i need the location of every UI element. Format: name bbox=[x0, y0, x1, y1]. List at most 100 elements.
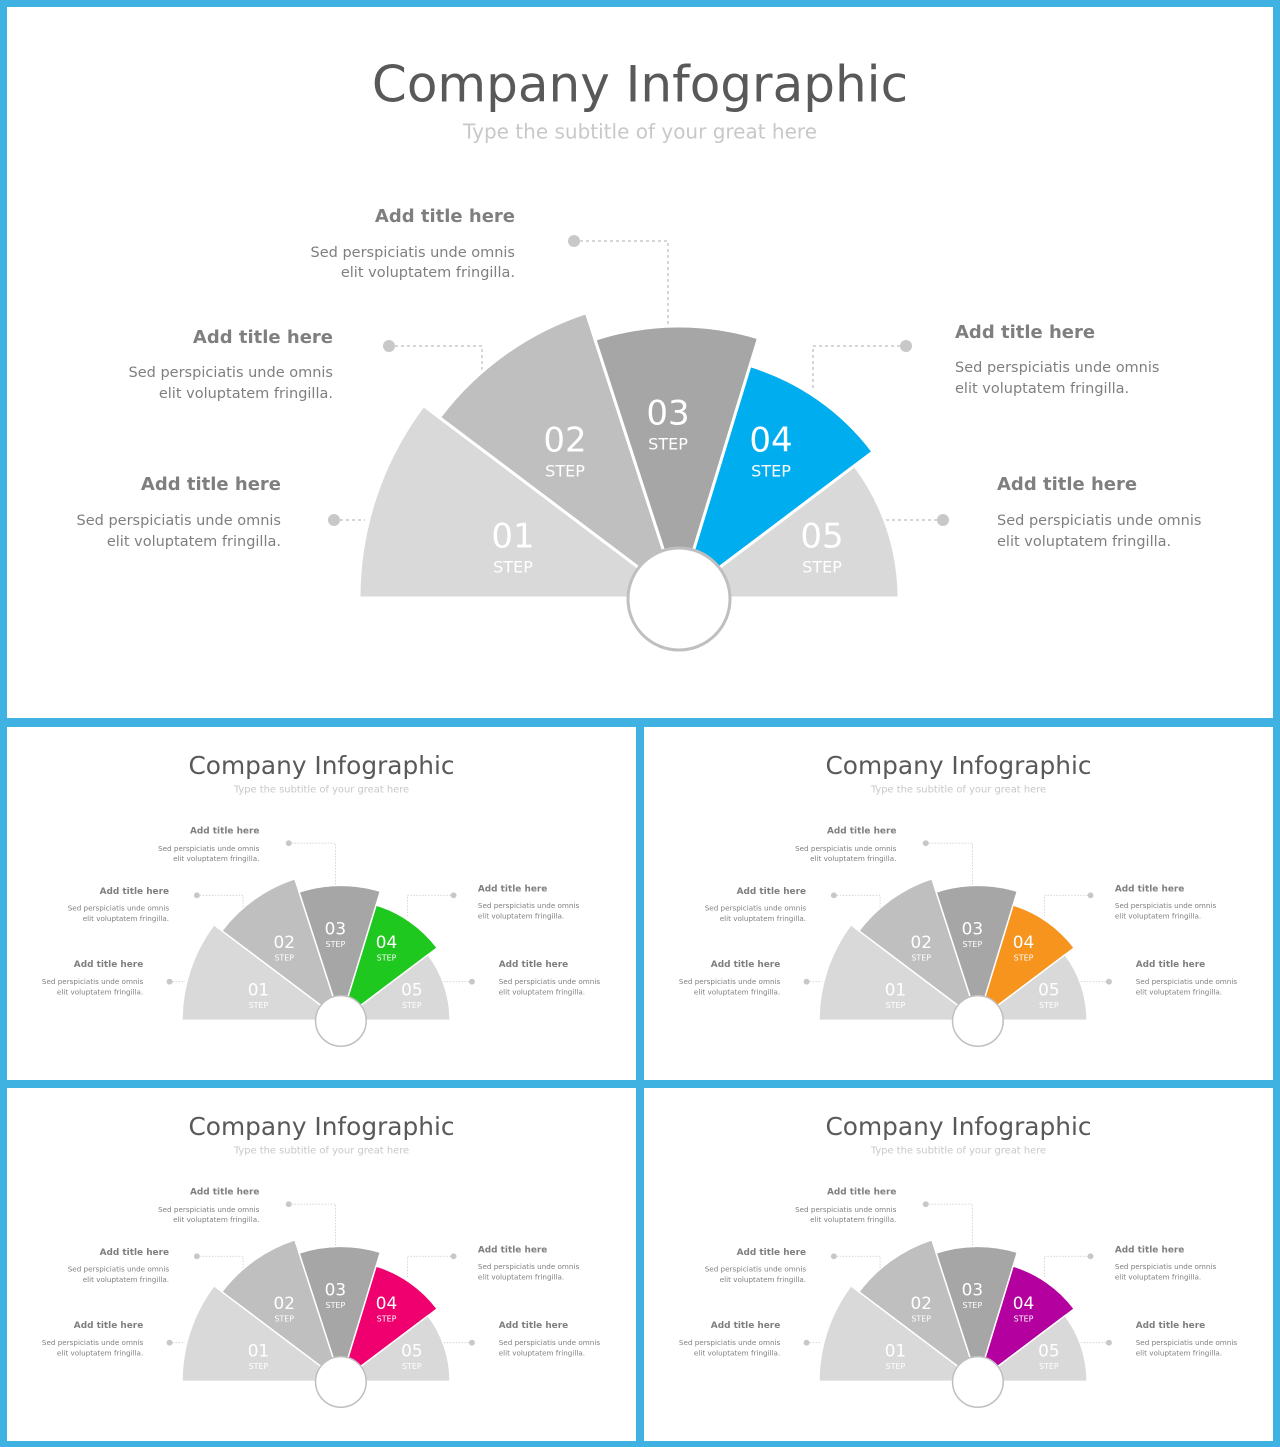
step-title: Add title here bbox=[375, 206, 515, 227]
step-text: Sed perspiciatis unde omnis bbox=[1136, 977, 1238, 986]
slide: Company Infographic Type the subtitle of … bbox=[7, 1088, 636, 1441]
step-title: Add title here bbox=[997, 474, 1137, 495]
step-label: STEP bbox=[249, 1001, 269, 1010]
slide-canvas: Company Infographic Type the subtitle of … bbox=[77, 56, 1201, 652]
step-number: 02 bbox=[911, 932, 932, 952]
step-text: elit voluptatem fringilla. bbox=[1136, 1349, 1222, 1358]
step-label: STEP bbox=[249, 1362, 269, 1371]
step-text: Sed perspiciatis unde omnis bbox=[955, 360, 1159, 376]
connector bbox=[812, 345, 906, 390]
step-title: Add title here bbox=[478, 884, 547, 894]
connector-dot bbox=[922, 840, 929, 847]
step-number: 01 bbox=[248, 1341, 269, 1361]
step-title: Add title here bbox=[193, 327, 333, 348]
connector bbox=[574, 240, 669, 330]
step-label: STEP bbox=[274, 1314, 294, 1323]
connector bbox=[833, 894, 881, 910]
step-label: STEP bbox=[802, 558, 842, 577]
step-segment bbox=[339, 1265, 439, 1384]
step-label: STEP bbox=[911, 953, 931, 962]
step-title: Add title here bbox=[190, 827, 259, 837]
connector bbox=[925, 842, 973, 888]
connector-dot bbox=[383, 340, 395, 352]
step-title: Add title here bbox=[100, 887, 169, 897]
slide-title: Company Infographic bbox=[188, 1112, 454, 1141]
connector-dot bbox=[193, 892, 200, 899]
step-text: Sed perspiciatis unde omnis bbox=[77, 513, 281, 529]
connector-dot bbox=[450, 1253, 457, 1260]
step-number: 05 bbox=[1038, 980, 1059, 1000]
step-number: 04 bbox=[749, 421, 792, 461]
step-segment bbox=[220, 1238, 343, 1384]
step-text: elit voluptatem fringilla. bbox=[159, 386, 333, 402]
step-text: Sed perspiciatis unde omnis bbox=[1115, 901, 1217, 910]
slide-title: Company Infographic bbox=[825, 751, 1091, 780]
step-segment bbox=[181, 1284, 344, 1383]
step-text: elit voluptatem fringilla. bbox=[997, 534, 1171, 550]
step-title: Add title here bbox=[74, 1321, 143, 1331]
step-segment bbox=[857, 1238, 980, 1384]
step-segment bbox=[857, 877, 980, 1023]
step-title: Add title here bbox=[499, 1321, 568, 1331]
step-label: STEP bbox=[402, 1362, 422, 1371]
step-segment bbox=[437, 310, 682, 603]
step-label: STEP bbox=[1039, 1362, 1059, 1371]
center-circle bbox=[314, 994, 367, 1047]
step-segment bbox=[298, 1245, 382, 1384]
step-title: Add title here bbox=[955, 322, 1095, 343]
step-title: Add title here bbox=[74, 960, 143, 970]
step-number: 05 bbox=[401, 980, 422, 1000]
step-text: elit voluptatem fringilla. bbox=[1115, 1273, 1201, 1282]
slide-subtitle: Type the subtitle of your great here bbox=[462, 120, 817, 144]
connector bbox=[196, 1255, 244, 1271]
step-title: Add title here bbox=[141, 474, 281, 495]
connector-dot bbox=[803, 1339, 810, 1346]
slide-title: Company Infographic bbox=[188, 751, 454, 780]
connector-dot bbox=[193, 1253, 200, 1260]
slide-canvas: Company Infographic Type the subtitle of … bbox=[42, 1112, 600, 1408]
step-label: STEP bbox=[493, 558, 533, 577]
connector bbox=[833, 1255, 881, 1271]
center-circle bbox=[951, 1355, 1004, 1408]
step-segment bbox=[339, 904, 439, 1023]
step-number: 03 bbox=[962, 1280, 983, 1300]
step-text: Sed perspiciatis unde omnis bbox=[68, 904, 170, 913]
slide-subtitle: Type the subtitle of your great here bbox=[870, 785, 1046, 796]
slide-title: Company Infographic bbox=[372, 56, 908, 114]
slide-canvas: Company Infographic Type the subtitle of … bbox=[679, 1112, 1237, 1408]
step-text: Sed perspiciatis unde omnis bbox=[795, 1205, 897, 1214]
step-label: STEP bbox=[963, 1301, 983, 1310]
step-number: 02 bbox=[274, 1293, 295, 1313]
center-circle bbox=[626, 546, 732, 652]
step-text: elit voluptatem fringilla. bbox=[173, 854, 259, 863]
slide: Company Infographic Type the subtitle of … bbox=[644, 1088, 1273, 1441]
step-number: 01 bbox=[885, 980, 906, 1000]
connector-dot bbox=[830, 892, 837, 899]
connector-dot bbox=[328, 514, 340, 526]
connector-dot bbox=[830, 1253, 837, 1260]
connector bbox=[407, 894, 454, 918]
slide-title: Company Infographic bbox=[825, 1112, 1091, 1141]
step-text: elit voluptatem fringilla. bbox=[83, 914, 169, 923]
step-label: STEP bbox=[274, 953, 294, 962]
step-title: Add title here bbox=[737, 1248, 806, 1258]
step-number: 04 bbox=[1013, 932, 1034, 952]
step-text: Sed perspiciatis unde omnis bbox=[795, 844, 897, 853]
connector bbox=[1044, 1255, 1091, 1279]
connector-dot bbox=[1087, 1253, 1094, 1260]
step-text: Sed perspiciatis unde omnis bbox=[679, 1338, 781, 1347]
step-segment bbox=[975, 1314, 1088, 1383]
connector-dot bbox=[1105, 1339, 1112, 1346]
step-segment bbox=[818, 923, 981, 1022]
slide-subtitle: Type the subtitle of your great here bbox=[870, 1146, 1046, 1157]
slide-subtitle: Type the subtitle of your great here bbox=[233, 785, 409, 796]
slide-canvas: Company Infographic Type the subtitle of … bbox=[679, 751, 1238, 1047]
step-segment bbox=[298, 884, 382, 1023]
step-text: elit voluptatem fringilla. bbox=[720, 914, 806, 923]
step-segment bbox=[976, 1265, 1076, 1384]
step-text: elit voluptatem fringilla. bbox=[173, 1215, 259, 1224]
connector bbox=[407, 1255, 454, 1279]
step-text: Sed perspiciatis unde omnis bbox=[42, 1338, 144, 1347]
step-number: 05 bbox=[800, 517, 843, 557]
